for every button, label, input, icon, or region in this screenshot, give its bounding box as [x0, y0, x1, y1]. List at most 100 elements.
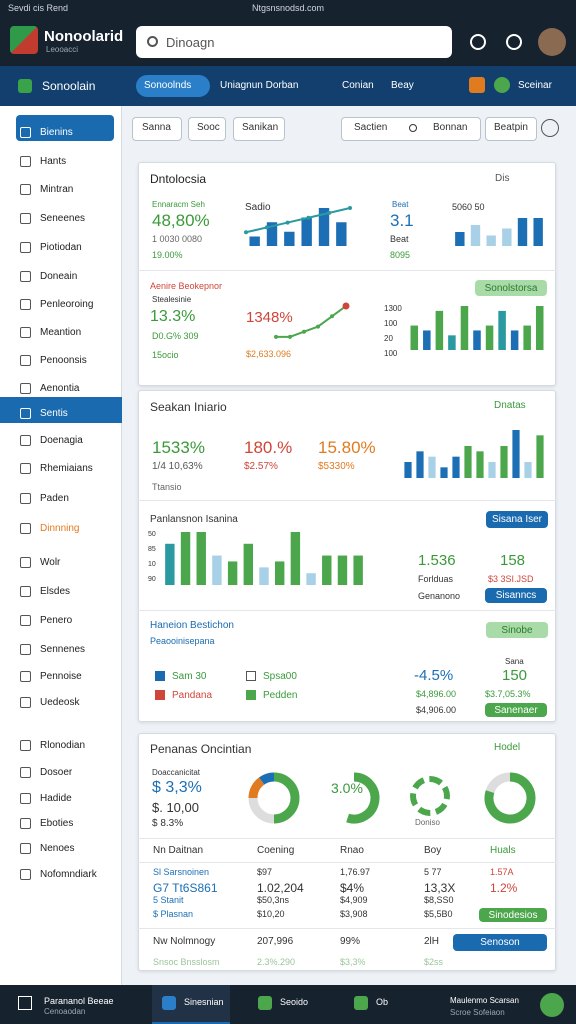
button[interactable]: Sisana Iser — [486, 511, 548, 528]
point — [348, 206, 352, 210]
nav-tab[interactable]: Uniagnun Dorban — [220, 80, 299, 91]
sidebar-item[interactable]: Nofomndiark — [40, 869, 97, 880]
axis-label: 10 — [148, 561, 156, 568]
button[interactable]: Sisanncs — [485, 588, 547, 603]
button[interactable]: Senoson — [453, 934, 547, 951]
filter-label[interactable]: Bonnan — [433, 122, 468, 133]
filter-button[interactable] — [233, 117, 285, 141]
filter-label[interactable]: Sooc — [197, 122, 220, 133]
legend-swatch — [246, 690, 256, 700]
point — [244, 230, 248, 235]
sidebar-item[interactable]: Elsdes — [40, 586, 71, 597]
button[interactable]: Sanenaer — [485, 703, 547, 717]
table-cell: $3,3% — [340, 957, 366, 967]
table-cell: $4% — [340, 881, 365, 895]
sidebar-item[interactable]: Aenontia — [40, 383, 80, 394]
mini-chart — [410, 306, 544, 350]
sidebar-item[interactable]: Wolr — [40, 557, 61, 568]
filter-label[interactable]: Sactien — [354, 122, 388, 133]
sidebar-item[interactable]: Sennenes — [40, 644, 86, 655]
card-title: Seakan Iniario — [150, 400, 227, 414]
sidebar-item[interactable]: Paden — [40, 493, 69, 504]
sidebar-item[interactable]: Meantion — [40, 327, 82, 338]
filter-label[interactable]: Sanna — [142, 122, 171, 133]
sidebar-item[interactable]: Pennoise — [40, 671, 82, 682]
nav-brand-icon — [18, 79, 32, 93]
sidebar-icon — [20, 213, 31, 224]
table-cell: 1.2% — [490, 881, 518, 895]
nav-tab[interactable]: Beay — [391, 80, 414, 91]
divider — [138, 862, 556, 863]
footer-tab[interactable]: Seoido — [280, 997, 309, 1007]
sidebar-item[interactable]: Eboties — [40, 818, 74, 829]
stat-sub: $4,906.00 — [416, 705, 457, 715]
bar — [428, 456, 436, 478]
filter-label[interactable]: Sanikan — [242, 122, 279, 133]
button[interactable]: Sonolstorsa — [475, 280, 547, 296]
footer-tab[interactable]: Ob — [376, 997, 389, 1007]
sidebar-item[interactable]: Dosoer — [40, 767, 73, 778]
donut-slice — [248, 777, 265, 799]
table-header: Nn Daitnan — [153, 845, 204, 856]
sidebar-item[interactable]: Penoonsis — [40, 355, 87, 366]
filter-button[interactable] — [485, 117, 537, 141]
filter-label[interactable]: Beatpin — [494, 122, 528, 133]
sidebar-icon — [20, 127, 31, 138]
sidebar-icon — [20, 793, 31, 804]
filter-search[interactable] — [541, 119, 559, 137]
table-cell: $3,908 — [340, 909, 368, 919]
line — [245, 207, 351, 234]
sidebar-item[interactable]: Uedeosk — [40, 697, 80, 708]
sidebar-item[interactable]: Mintran — [40, 184, 74, 195]
sidebar-item[interactable]: Nenoes — [40, 843, 75, 854]
section-title: Haneion Bestichon — [150, 620, 234, 631]
search-box[interactable] — [136, 26, 452, 58]
button[interactable]: Sinodesios — [479, 908, 547, 922]
sidebar-item[interactable]: Hadide — [40, 793, 72, 804]
stat-sub: 15ocio — [152, 350, 179, 360]
sidebar-item[interactable]: Penero — [40, 615, 73, 626]
stat-sub: Stealesinie — [152, 295, 192, 304]
nav-pill[interactable] — [136, 75, 210, 97]
mini-chart — [274, 302, 350, 339]
nav-tab[interactable]: Sonoolnds — [144, 80, 192, 91]
sidebar-item[interactable]: Doneain — [40, 271, 78, 282]
sidebar-item[interactable]: Hants — [40, 156, 67, 167]
table-cell: 1.02,204 — [257, 881, 304, 895]
sidebar-icon — [20, 671, 31, 682]
table-cell: $97 — [257, 867, 273, 877]
sidebar-item[interactable]: Penleoroing — [40, 299, 94, 310]
point — [306, 215, 311, 220]
table-total: Nw Nolmnogy — [153, 936, 216, 947]
stat-value: 15.80% — [318, 438, 376, 457]
sidebar-item[interactable]: Dinnning — [40, 523, 80, 534]
divider — [138, 610, 556, 611]
footer-avatar[interactable] — [540, 993, 564, 1017]
filter-button[interactable] — [132, 117, 182, 141]
card-control[interactable]: Hodel — [494, 742, 521, 753]
sidebar-item[interactable]: Doenagia — [40, 435, 83, 446]
sidebar-item[interactable]: Rhemiaians — [40, 463, 93, 474]
sidebar-item[interactable]: Piotiodan — [40, 242, 82, 253]
icon-button[interactable] — [470, 34, 486, 50]
nav-tab[interactable]: Conian — [342, 80, 374, 91]
stat-sub: $5330% — [318, 461, 355, 472]
footer-icon — [18, 996, 32, 1010]
sidebar-item[interactable]: Seneenes — [40, 213, 86, 224]
stat-sub: Beat — [390, 234, 409, 244]
filter-button[interactable] — [188, 117, 226, 141]
icon-button[interactable] — [506, 34, 522, 50]
sidebar — [0, 106, 122, 985]
section-title: Panlansnon Isanina — [150, 514, 238, 525]
stat-value: $. 10,00 — [152, 800, 199, 815]
card-control[interactable]: Dis — [495, 173, 510, 184]
button[interactable]: Sinobe — [486, 622, 548, 638]
sidebar-item[interactable]: Rlonodian — [40, 740, 86, 751]
card-control[interactable]: Dnatas — [494, 400, 526, 411]
note: Ttansio — [152, 482, 182, 492]
table-cell: 13,3X — [424, 881, 456, 895]
footer-tab[interactable]: Sinesnian — [184, 997, 224, 1007]
sidebar-item[interactable]: Bienins — [40, 127, 73, 138]
sidebar-item[interactable]: Sentis — [40, 408, 68, 419]
app-sub: Leooacci — [46, 45, 79, 54]
